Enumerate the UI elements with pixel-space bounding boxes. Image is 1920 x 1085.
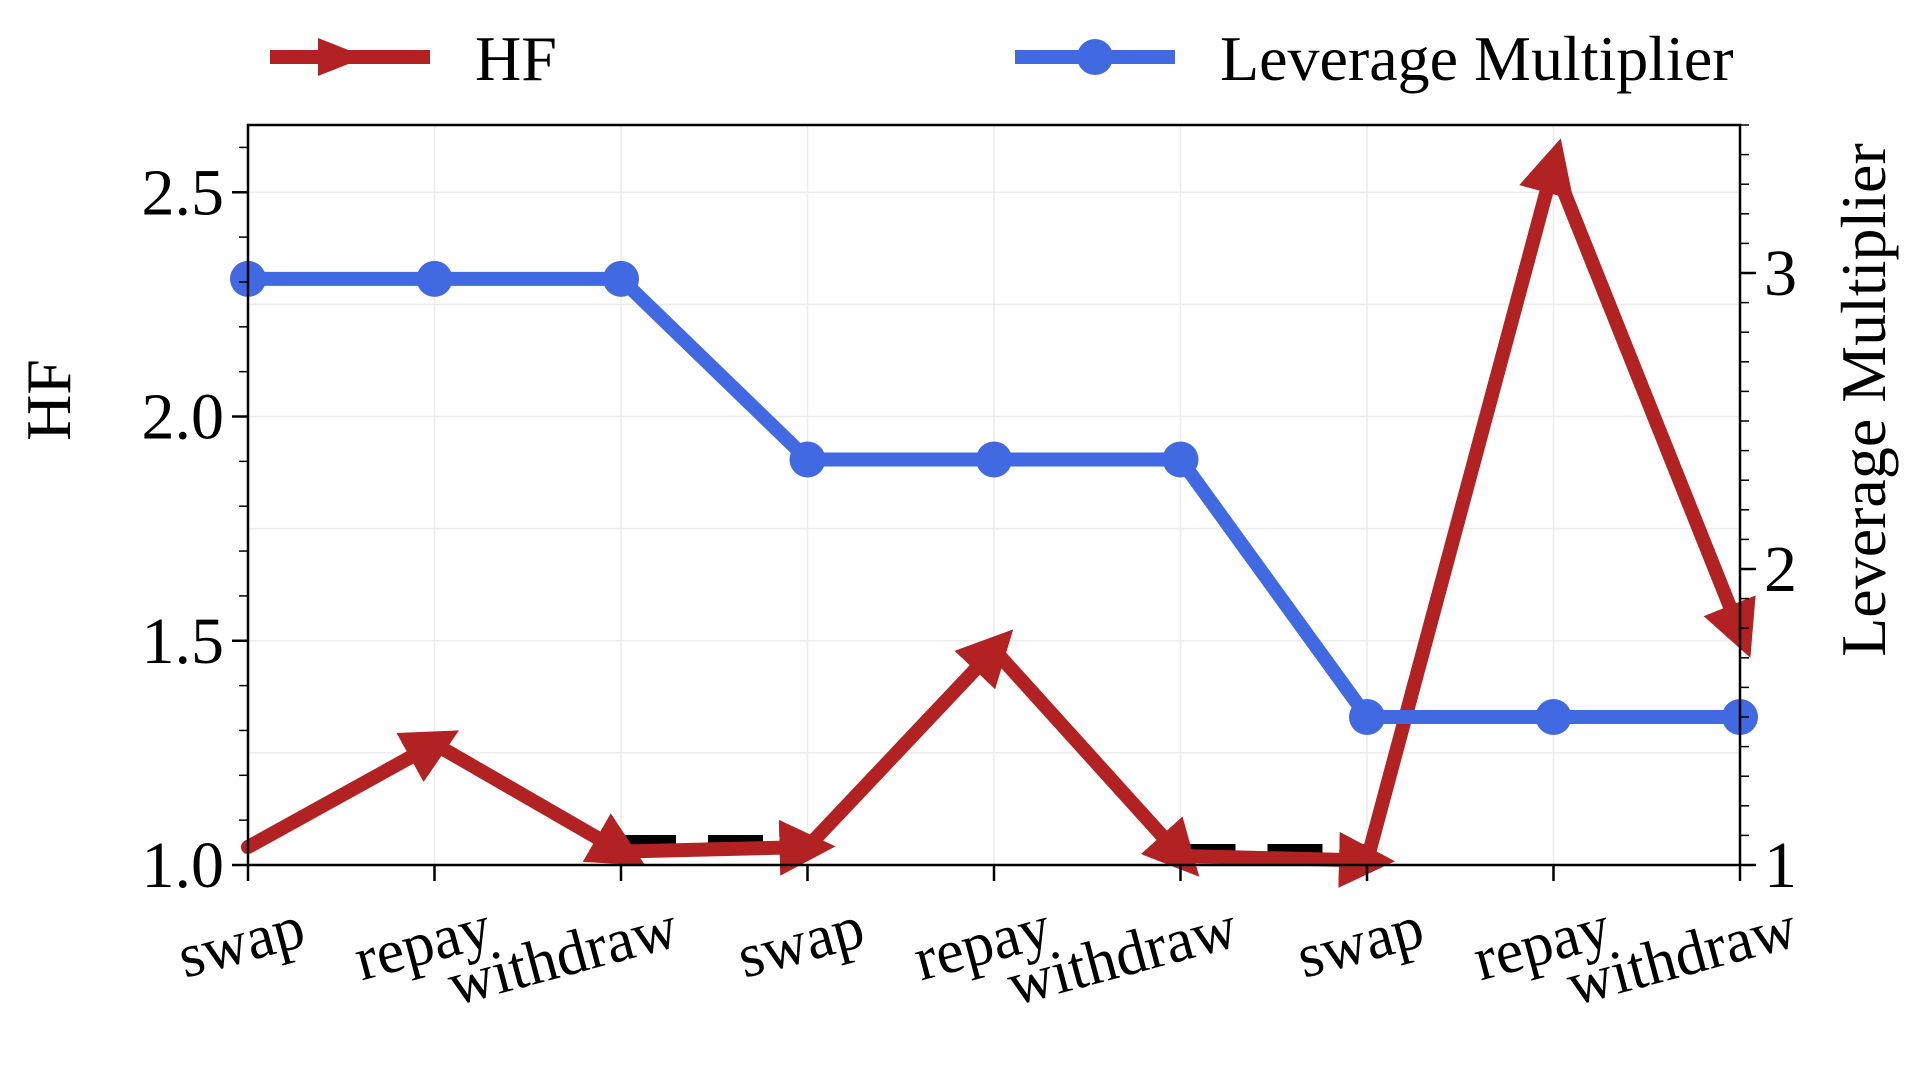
series-layer (230, 138, 1758, 888)
series-segment (1173, 452, 1374, 724)
series-segment (1360, 138, 1574, 868)
series-leverage-multiplier (230, 260, 1758, 735)
x-tick-label: swap (730, 893, 871, 992)
left-y-tick-label: 2.5 (142, 156, 225, 229)
left-y-tick-label: 1.5 (142, 605, 225, 678)
left-axis-title: HF (13, 359, 84, 441)
series-segment (614, 271, 815, 467)
right-y-axis: 1 2 3 (1740, 124, 1797, 902)
right-y-tick-label: 2 (1764, 533, 1797, 606)
legend-hf-label: HF (475, 23, 557, 94)
legend: HF Leverage Multiplier (270, 23, 1734, 94)
right-y-tick-label: 3 (1764, 237, 1797, 310)
left-y-axis: 1.0 1.5 2.0 2.5 (142, 146, 248, 902)
left-y-tick-label: 1.0 (142, 829, 225, 902)
data-point (976, 441, 1012, 478)
x-tick-label: swap (171, 893, 312, 992)
data-point (1162, 441, 1199, 478)
series-segment (427, 736, 646, 866)
series-segment (241, 730, 460, 855)
data-point (1535, 699, 1572, 735)
data-point (416, 260, 453, 297)
series-segment (987, 642, 1200, 877)
series-segment (614, 819, 836, 876)
legend-leverage-label: Leverage Multiplier (1220, 23, 1734, 94)
grid (247, 125, 1741, 866)
legend-hf-arrow-icon (318, 38, 366, 76)
data-point (1349, 699, 1385, 735)
data-point (789, 441, 826, 478)
right-axis-title: Leverage Multiplier (1828, 143, 1899, 657)
right-y-tick-label: 1 (1764, 829, 1797, 902)
series-segment (1173, 831, 1395, 888)
left-y-tick-label: 2.0 (142, 381, 225, 454)
x-tick-label: swap (1290, 893, 1431, 992)
legend-leverage-marker (1077, 39, 1113, 75)
data-point (603, 260, 639, 297)
series-segment (800, 629, 1014, 855)
series-hf (241, 138, 1756, 888)
series-segment (1546, 158, 1756, 658)
